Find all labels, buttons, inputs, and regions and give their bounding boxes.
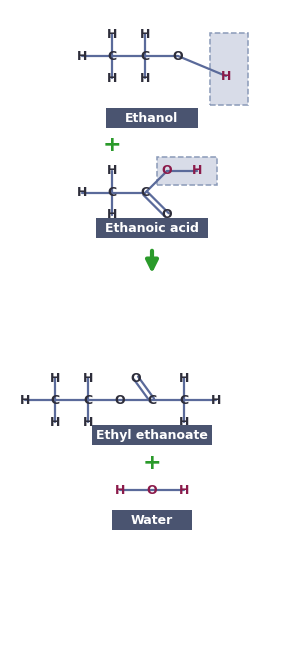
- Text: H: H: [77, 187, 87, 200]
- Text: H: H: [50, 371, 60, 384]
- Bar: [92, 425, 212, 445]
- Text: H: H: [221, 69, 231, 82]
- Text: Water: Water: [131, 513, 173, 526]
- Text: H: H: [192, 165, 202, 178]
- Text: H: H: [140, 71, 150, 84]
- Text: O: O: [147, 483, 157, 496]
- Text: H: H: [50, 415, 60, 428]
- Text: C: C: [179, 393, 188, 406]
- Text: C: C: [107, 49, 116, 62]
- Text: C: C: [83, 393, 92, 406]
- Bar: [106, 108, 198, 128]
- Text: H: H: [107, 27, 117, 40]
- Text: H: H: [179, 371, 189, 384]
- Bar: [96, 218, 208, 238]
- Text: O: O: [162, 165, 172, 178]
- Bar: [210, 33, 248, 105]
- Text: Ethanoic acid: Ethanoic acid: [105, 222, 199, 235]
- Text: H: H: [77, 49, 87, 62]
- Text: C: C: [140, 187, 150, 200]
- Text: H: H: [20, 393, 30, 406]
- Text: H: H: [83, 415, 93, 428]
- Text: +: +: [143, 453, 161, 473]
- Text: C: C: [50, 393, 60, 406]
- Bar: [112, 510, 192, 530]
- Text: +: +: [103, 135, 121, 155]
- Text: H: H: [179, 483, 189, 496]
- Text: H: H: [211, 393, 221, 406]
- Text: O: O: [162, 209, 172, 222]
- Text: H: H: [179, 415, 189, 428]
- Text: O: O: [131, 371, 141, 384]
- Text: H: H: [115, 483, 125, 496]
- Text: Ethyl ethanoate: Ethyl ethanoate: [96, 428, 208, 441]
- Text: C: C: [107, 187, 116, 200]
- Text: Ethanol: Ethanol: [125, 111, 179, 124]
- Text: O: O: [115, 393, 125, 406]
- Text: C: C: [147, 393, 157, 406]
- Text: H: H: [107, 209, 117, 222]
- Text: H: H: [107, 165, 117, 178]
- Text: C: C: [140, 49, 150, 62]
- Text: H: H: [140, 27, 150, 40]
- Bar: [157, 157, 217, 185]
- Text: H: H: [83, 371, 93, 384]
- Text: H: H: [107, 71, 117, 84]
- Text: O: O: [173, 49, 183, 62]
